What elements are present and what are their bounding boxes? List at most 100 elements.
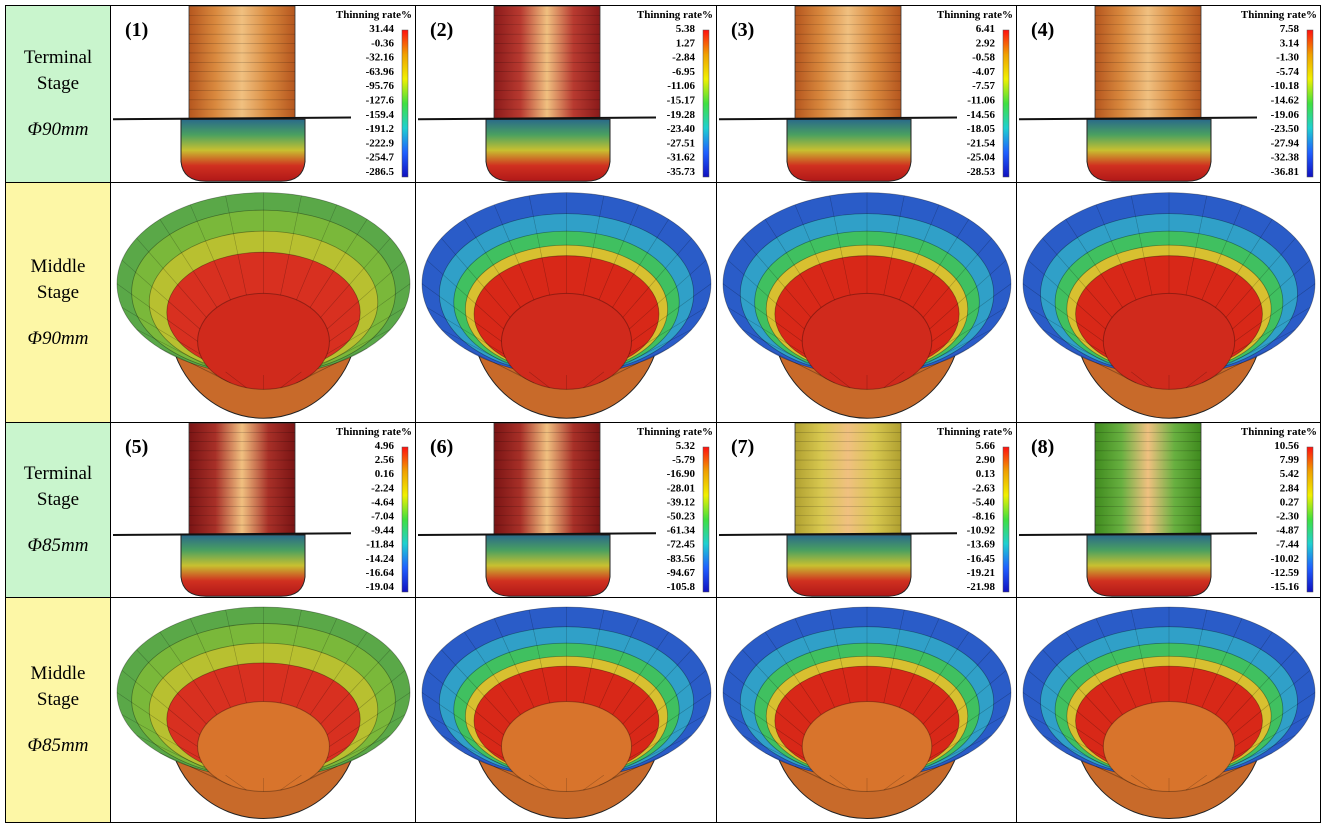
row-label: Terminal StageΦ90mm bbox=[5, 5, 111, 183]
stage-label: Terminal Stage bbox=[18, 461, 98, 513]
panel-image bbox=[717, 598, 1017, 823]
legend-title: Thinning rate% bbox=[937, 426, 1013, 438]
legend-value: -7.57 bbox=[972, 80, 995, 92]
legend-value: 6.41 bbox=[976, 23, 995, 35]
panel-image bbox=[416, 598, 717, 823]
legend-value: -7.44 bbox=[1276, 539, 1299, 551]
legend-value: 0.27 bbox=[1280, 496, 1300, 508]
panel-label: (7) bbox=[731, 436, 754, 458]
diameter-label: Φ90mm bbox=[28, 117, 89, 143]
legend-value: 0.13 bbox=[976, 468, 996, 480]
panel-image bbox=[111, 598, 416, 823]
legend-value: -28.53 bbox=[967, 166, 996, 178]
legend-value: 1.27 bbox=[676, 37, 696, 49]
colorbar bbox=[703, 30, 709, 177]
diameter-label: Φ85mm bbox=[28, 533, 89, 559]
legend-value: 4.96 bbox=[375, 440, 395, 452]
legend-value: -6.95 bbox=[672, 66, 695, 78]
panel-image: (6)Thinning rate%5.32-5.79-16.90-28.01-3… bbox=[416, 423, 717, 598]
cup-cylinder bbox=[1095, 6, 1201, 119]
flange bbox=[1019, 533, 1257, 535]
panel-image: (1)Thinning rate%31.44-0.36-32.16-63.96-… bbox=[111, 6, 416, 183]
legend-value: -25.04 bbox=[967, 152, 996, 164]
terminal-panel: (5)Thinning rate%4.962.560.16-2.24-4.64-… bbox=[110, 422, 416, 598]
panel-image bbox=[111, 183, 416, 423]
panel-label: (2) bbox=[430, 19, 453, 41]
legend-value: -7.04 bbox=[371, 511, 394, 523]
terminal-panel: (1)Thinning rate%31.44-0.36-32.16-63.96-… bbox=[110, 5, 416, 183]
legend-value: -19.04 bbox=[366, 581, 395, 593]
legend-value: 31.44 bbox=[369, 23, 394, 35]
legend-value: -11.06 bbox=[967, 95, 995, 107]
flange bbox=[719, 118, 957, 120]
flange bbox=[113, 533, 351, 535]
legend-value: -94.67 bbox=[667, 567, 696, 579]
terminal-panel: (3)Thinning rate%6.412.92-0.58-4.07-7.57… bbox=[716, 5, 1017, 183]
panel-label: (6) bbox=[430, 436, 453, 458]
legend-value: -5.40 bbox=[972, 496, 995, 508]
cup-cylinder bbox=[494, 6, 600, 119]
legend-title: Thinning rate% bbox=[637, 9, 713, 21]
legend-value: -32.38 bbox=[1271, 152, 1300, 164]
legend-value: 7.99 bbox=[1280, 454, 1300, 466]
panel-image: (2)Thinning rate%5.381.27-2.84-6.95-11.0… bbox=[416, 6, 717, 183]
cup-bowl bbox=[787, 535, 911, 596]
cup-bowl bbox=[1087, 535, 1211, 596]
legend-value: -23.40 bbox=[667, 123, 696, 135]
legend-title: Thinning rate% bbox=[637, 426, 713, 438]
panel-label: (4) bbox=[1031, 19, 1054, 41]
cup-bowl bbox=[486, 119, 610, 181]
legend-value: -159.4 bbox=[366, 109, 395, 121]
legend-value: -27.94 bbox=[1271, 137, 1300, 149]
legend-value: -35.73 bbox=[667, 166, 696, 178]
legend-value: -11.84 bbox=[366, 539, 394, 551]
legend-value: -0.36 bbox=[371, 37, 394, 49]
panel-image bbox=[416, 183, 717, 423]
figure: Terminal StageΦ90mm(1)Thinning rate%31.4… bbox=[0, 0, 1325, 826]
legend-value: -32.16 bbox=[366, 52, 395, 64]
legend-value: -2.84 bbox=[672, 52, 695, 64]
panel-label: (1) bbox=[125, 19, 148, 41]
legend-value: -31.62 bbox=[667, 152, 696, 164]
legend-value: -0.58 bbox=[972, 52, 995, 64]
legend-value: -16.90 bbox=[667, 468, 696, 480]
legend-value: -15.16 bbox=[1271, 581, 1300, 593]
legend-value: -63.96 bbox=[366, 66, 395, 78]
middle-panel bbox=[1016, 182, 1321, 423]
flange bbox=[418, 533, 656, 535]
row-label: Middle StageΦ90mm bbox=[5, 182, 111, 423]
legend-value: -10.18 bbox=[1271, 80, 1300, 92]
legend-value: -286.5 bbox=[366, 166, 395, 178]
cup-bowl bbox=[181, 119, 305, 181]
panel-image: (4)Thinning rate%7.583.14-1.30-5.74-10.1… bbox=[1017, 6, 1321, 183]
legend-value: -14.56 bbox=[967, 109, 996, 121]
legend-value: -2.63 bbox=[972, 482, 995, 494]
cup-cylinder bbox=[189, 423, 295, 535]
legend-value: 5.66 bbox=[976, 440, 996, 452]
panel-image bbox=[717, 183, 1017, 423]
panel-image: (3)Thinning rate%6.412.92-0.58-4.07-7.57… bbox=[717, 6, 1017, 183]
cup-bowl bbox=[787, 119, 911, 181]
panel-label: (3) bbox=[731, 19, 754, 41]
colorbar bbox=[703, 447, 709, 592]
cup-bowl bbox=[1087, 119, 1211, 181]
middle-panel bbox=[1016, 597, 1321, 823]
legend-value: -1.30 bbox=[1276, 52, 1299, 64]
flange bbox=[113, 118, 351, 120]
legend-value: -36.81 bbox=[1271, 166, 1299, 178]
legend-title: Thinning rate% bbox=[1241, 9, 1317, 21]
legend-value: 2.84 bbox=[1280, 482, 1300, 494]
middle-panel bbox=[716, 182, 1017, 423]
panel-image: (7)Thinning rate%5.662.900.13-2.63-5.40-… bbox=[717, 423, 1017, 598]
legend-value: 7.58 bbox=[1280, 23, 1300, 35]
flange bbox=[719, 533, 957, 535]
legend-value: -105.8 bbox=[667, 581, 696, 593]
row-label: Terminal Stage Φ85mm bbox=[5, 422, 111, 598]
panel-image bbox=[1017, 598, 1321, 823]
legend-value: -12.59 bbox=[1271, 567, 1300, 579]
legend-value: -83.56 bbox=[667, 553, 696, 565]
legend-value: -2.30 bbox=[1276, 511, 1299, 523]
middle-panel bbox=[110, 182, 416, 423]
